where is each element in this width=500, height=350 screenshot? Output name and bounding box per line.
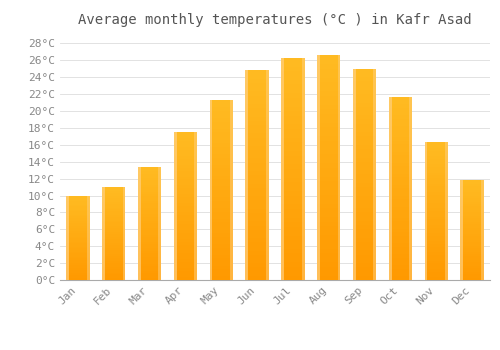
Title: Average monthly temperatures (°C ) in Kafr Asad: Average monthly temperatures (°C ) in Ka…	[78, 13, 472, 27]
Bar	[66, 196, 90, 280]
Bar	[210, 100, 233, 280]
Bar	[353, 69, 376, 280]
Bar	[246, 70, 268, 280]
Bar	[102, 187, 126, 280]
Bar	[138, 167, 161, 280]
Bar	[389, 97, 412, 280]
Bar	[317, 55, 340, 280]
Bar	[424, 142, 448, 280]
Bar	[460, 180, 483, 280]
Bar	[282, 58, 304, 280]
Bar	[174, 132, 197, 280]
